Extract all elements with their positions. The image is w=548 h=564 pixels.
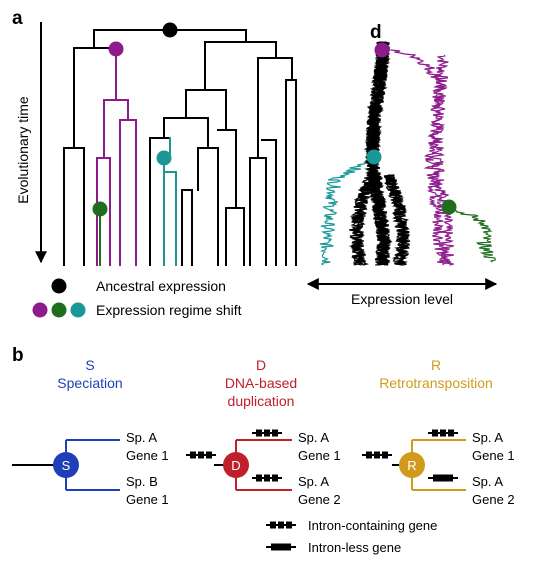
legend-intronless-glyph xyxy=(266,543,296,551)
trace-black-right-3 xyxy=(384,174,410,266)
trace-purple-right xyxy=(429,54,454,266)
dup-bottom-species: Sp. A xyxy=(298,474,329,489)
legend-ancestral-dot xyxy=(51,278,67,294)
expression-axis-label: Expression level xyxy=(351,291,453,307)
panel-d-label: d xyxy=(370,22,382,43)
expression-traces xyxy=(319,41,497,266)
mode-r-name: Retrotransposition xyxy=(379,375,493,391)
retro-bottom-species: Sp. A xyxy=(472,474,503,489)
panel-b-label: b xyxy=(12,345,24,366)
purple-shift-node xyxy=(108,41,124,57)
trace-green xyxy=(446,209,497,263)
teal-shift-node xyxy=(156,150,172,166)
trace-black-left-3 xyxy=(349,174,378,266)
retro-bottom-gene: Gene 2 xyxy=(472,492,515,507)
legend-intronless-label: Intron-less gene xyxy=(308,540,401,555)
dup-bottom-gene: Gene 2 xyxy=(298,492,341,507)
dup-top-species: Sp. A xyxy=(298,430,329,445)
retro-gene2-glyph xyxy=(428,474,458,482)
trace-purple-branch xyxy=(390,49,450,266)
trace-teal-node xyxy=(366,149,382,165)
legend-green-dot xyxy=(51,302,67,318)
speciation-node xyxy=(53,452,79,478)
legend-teal-dot xyxy=(70,302,86,318)
green-shift-node xyxy=(92,201,108,217)
panel-a-label: a xyxy=(12,8,23,29)
spec-top-gene: Gene 1 xyxy=(126,448,169,463)
retro-node-letter: R xyxy=(407,458,416,473)
legend-intron-label: Intron-containing gene xyxy=(308,518,437,533)
retro-gene1-glyph xyxy=(428,429,458,437)
time-axis-label: Evolutionary time xyxy=(15,96,31,204)
dup-gene2-glyph xyxy=(252,474,282,482)
dup-gene1-glyph xyxy=(252,429,282,437)
duplication-node-letter: D xyxy=(231,458,240,473)
spec-bottom-gene: Gene 1 xyxy=(126,492,169,507)
mode-d-name-line1: DNA-based xyxy=(225,375,297,391)
duplication-node xyxy=(223,452,249,478)
speciation-node-letter: S xyxy=(62,458,71,473)
gene-glyphs xyxy=(186,429,458,551)
trace-teal xyxy=(319,159,376,266)
trace-green-node xyxy=(441,199,457,215)
mode-s-letter: S xyxy=(85,357,94,373)
mode-s-name: Speciation xyxy=(57,375,122,391)
dup-top-gene: Gene 1 xyxy=(298,448,341,463)
spec-top-species: Sp. A xyxy=(126,430,157,445)
mode-d-letter: D xyxy=(256,357,266,373)
mode-d-name-line2: duplication xyxy=(228,393,295,409)
dup-parent-gene xyxy=(186,451,216,459)
legend-shift-label: Expression regime shift xyxy=(96,302,242,318)
spec-bottom-species: Sp. B xyxy=(126,474,158,489)
mode-r-letter: R xyxy=(431,357,441,373)
phylogenetic-tree xyxy=(63,29,297,266)
retro-top-species: Sp. A xyxy=(472,430,503,445)
retro-node xyxy=(399,452,425,478)
legend-purple-dot xyxy=(32,302,48,318)
legend-intron-glyph xyxy=(266,521,296,529)
retro-parent-gene xyxy=(362,451,392,459)
retro-top-gene: Gene 1 xyxy=(472,448,515,463)
trace-purple-node xyxy=(374,42,390,58)
legend-ancestral-label: Ancestral expression xyxy=(96,278,226,294)
ancestral-node xyxy=(162,22,178,38)
